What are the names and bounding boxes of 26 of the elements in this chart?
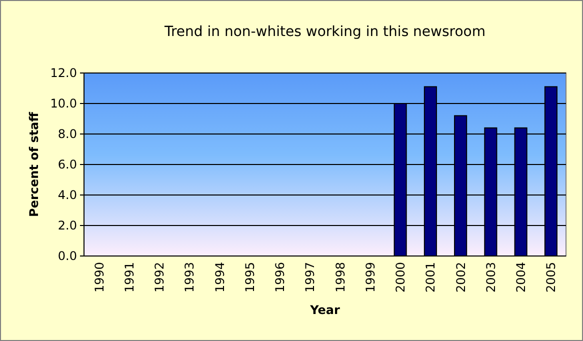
y-tick-label: 8.0 <box>58 127 77 142</box>
x-tick-label: 1994 <box>212 262 227 293</box>
x-tick-label: 1993 <box>182 262 197 293</box>
x-tick-label: 2004 <box>514 262 528 293</box>
x-tick-label: 1999 <box>363 262 378 293</box>
chart-title: Trend in non-whites working in this newsroom <box>163 24 486 40</box>
x-tick-label: 1995 <box>242 262 257 293</box>
y-tick-label: 12.0 <box>50 66 77 80</box>
x-tick-label: 2001 <box>424 262 438 293</box>
x-tick-label: 1997 <box>303 262 318 293</box>
y-tick-label: 4.0 <box>58 188 77 202</box>
x-axis-title: Year <box>309 303 340 317</box>
x-tick-label: 1998 <box>333 262 348 293</box>
y-tick-label: 10.0 <box>50 96 77 111</box>
y-tick-label: 2.0 <box>58 218 77 233</box>
x-tick-label: 2003 <box>484 262 498 293</box>
x-tick-label: 1996 <box>273 262 288 293</box>
y-tick-label: 0.0 <box>58 249 77 264</box>
x-tick-label: 2000 <box>394 262 408 293</box>
x-tick-label: 1992 <box>152 262 167 293</box>
x-tick-label: 1990 <box>92 262 106 293</box>
y-tick-label: 6.0 <box>58 158 77 172</box>
x-tick-label: 1991 <box>122 262 136 293</box>
x-tick-label: 2005 <box>544 262 558 293</box>
y-axis-title: Percent of staff <box>27 112 41 217</box>
x-tick-label: 2002 <box>454 262 468 293</box>
